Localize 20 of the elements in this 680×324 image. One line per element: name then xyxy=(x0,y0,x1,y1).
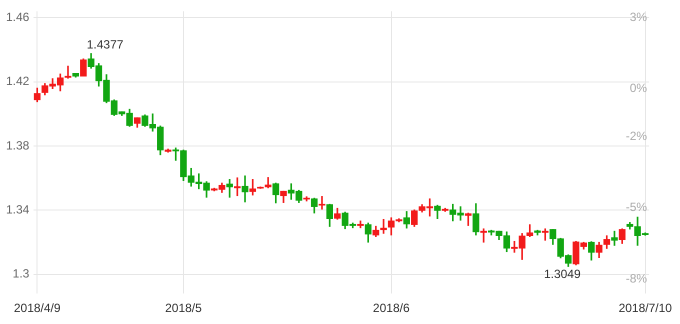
y2-tick-label: -5% xyxy=(626,200,648,214)
y2-tick-label: -8% xyxy=(626,271,648,286)
y2-tick-label: -2% xyxy=(626,128,648,143)
candlestick xyxy=(611,230,618,246)
y-tick-label: 1.3 xyxy=(12,266,30,281)
y-tick-label: 1.42 xyxy=(6,74,30,88)
annotation: 1.4377 xyxy=(86,38,124,52)
y2-tick-label: 3% xyxy=(630,10,648,24)
x-tick-label: 2018/6 xyxy=(372,301,410,316)
x-tick-label: 2018/5 xyxy=(165,301,202,316)
y-tick-label: 1.38 xyxy=(6,138,30,152)
x-tick-label: 2018/7/10 xyxy=(618,301,672,316)
y2-tick-label: 0% xyxy=(630,81,648,96)
y-tick-label: 1.46 xyxy=(6,10,30,24)
annotation: 1.3049 xyxy=(544,266,581,281)
candlestick xyxy=(242,175,248,202)
candlestick xyxy=(380,218,387,234)
x-tick-label: 2018/4/9 xyxy=(14,301,61,316)
candlestick xyxy=(318,196,326,210)
y-tick-label: 1.34 xyxy=(6,202,30,216)
